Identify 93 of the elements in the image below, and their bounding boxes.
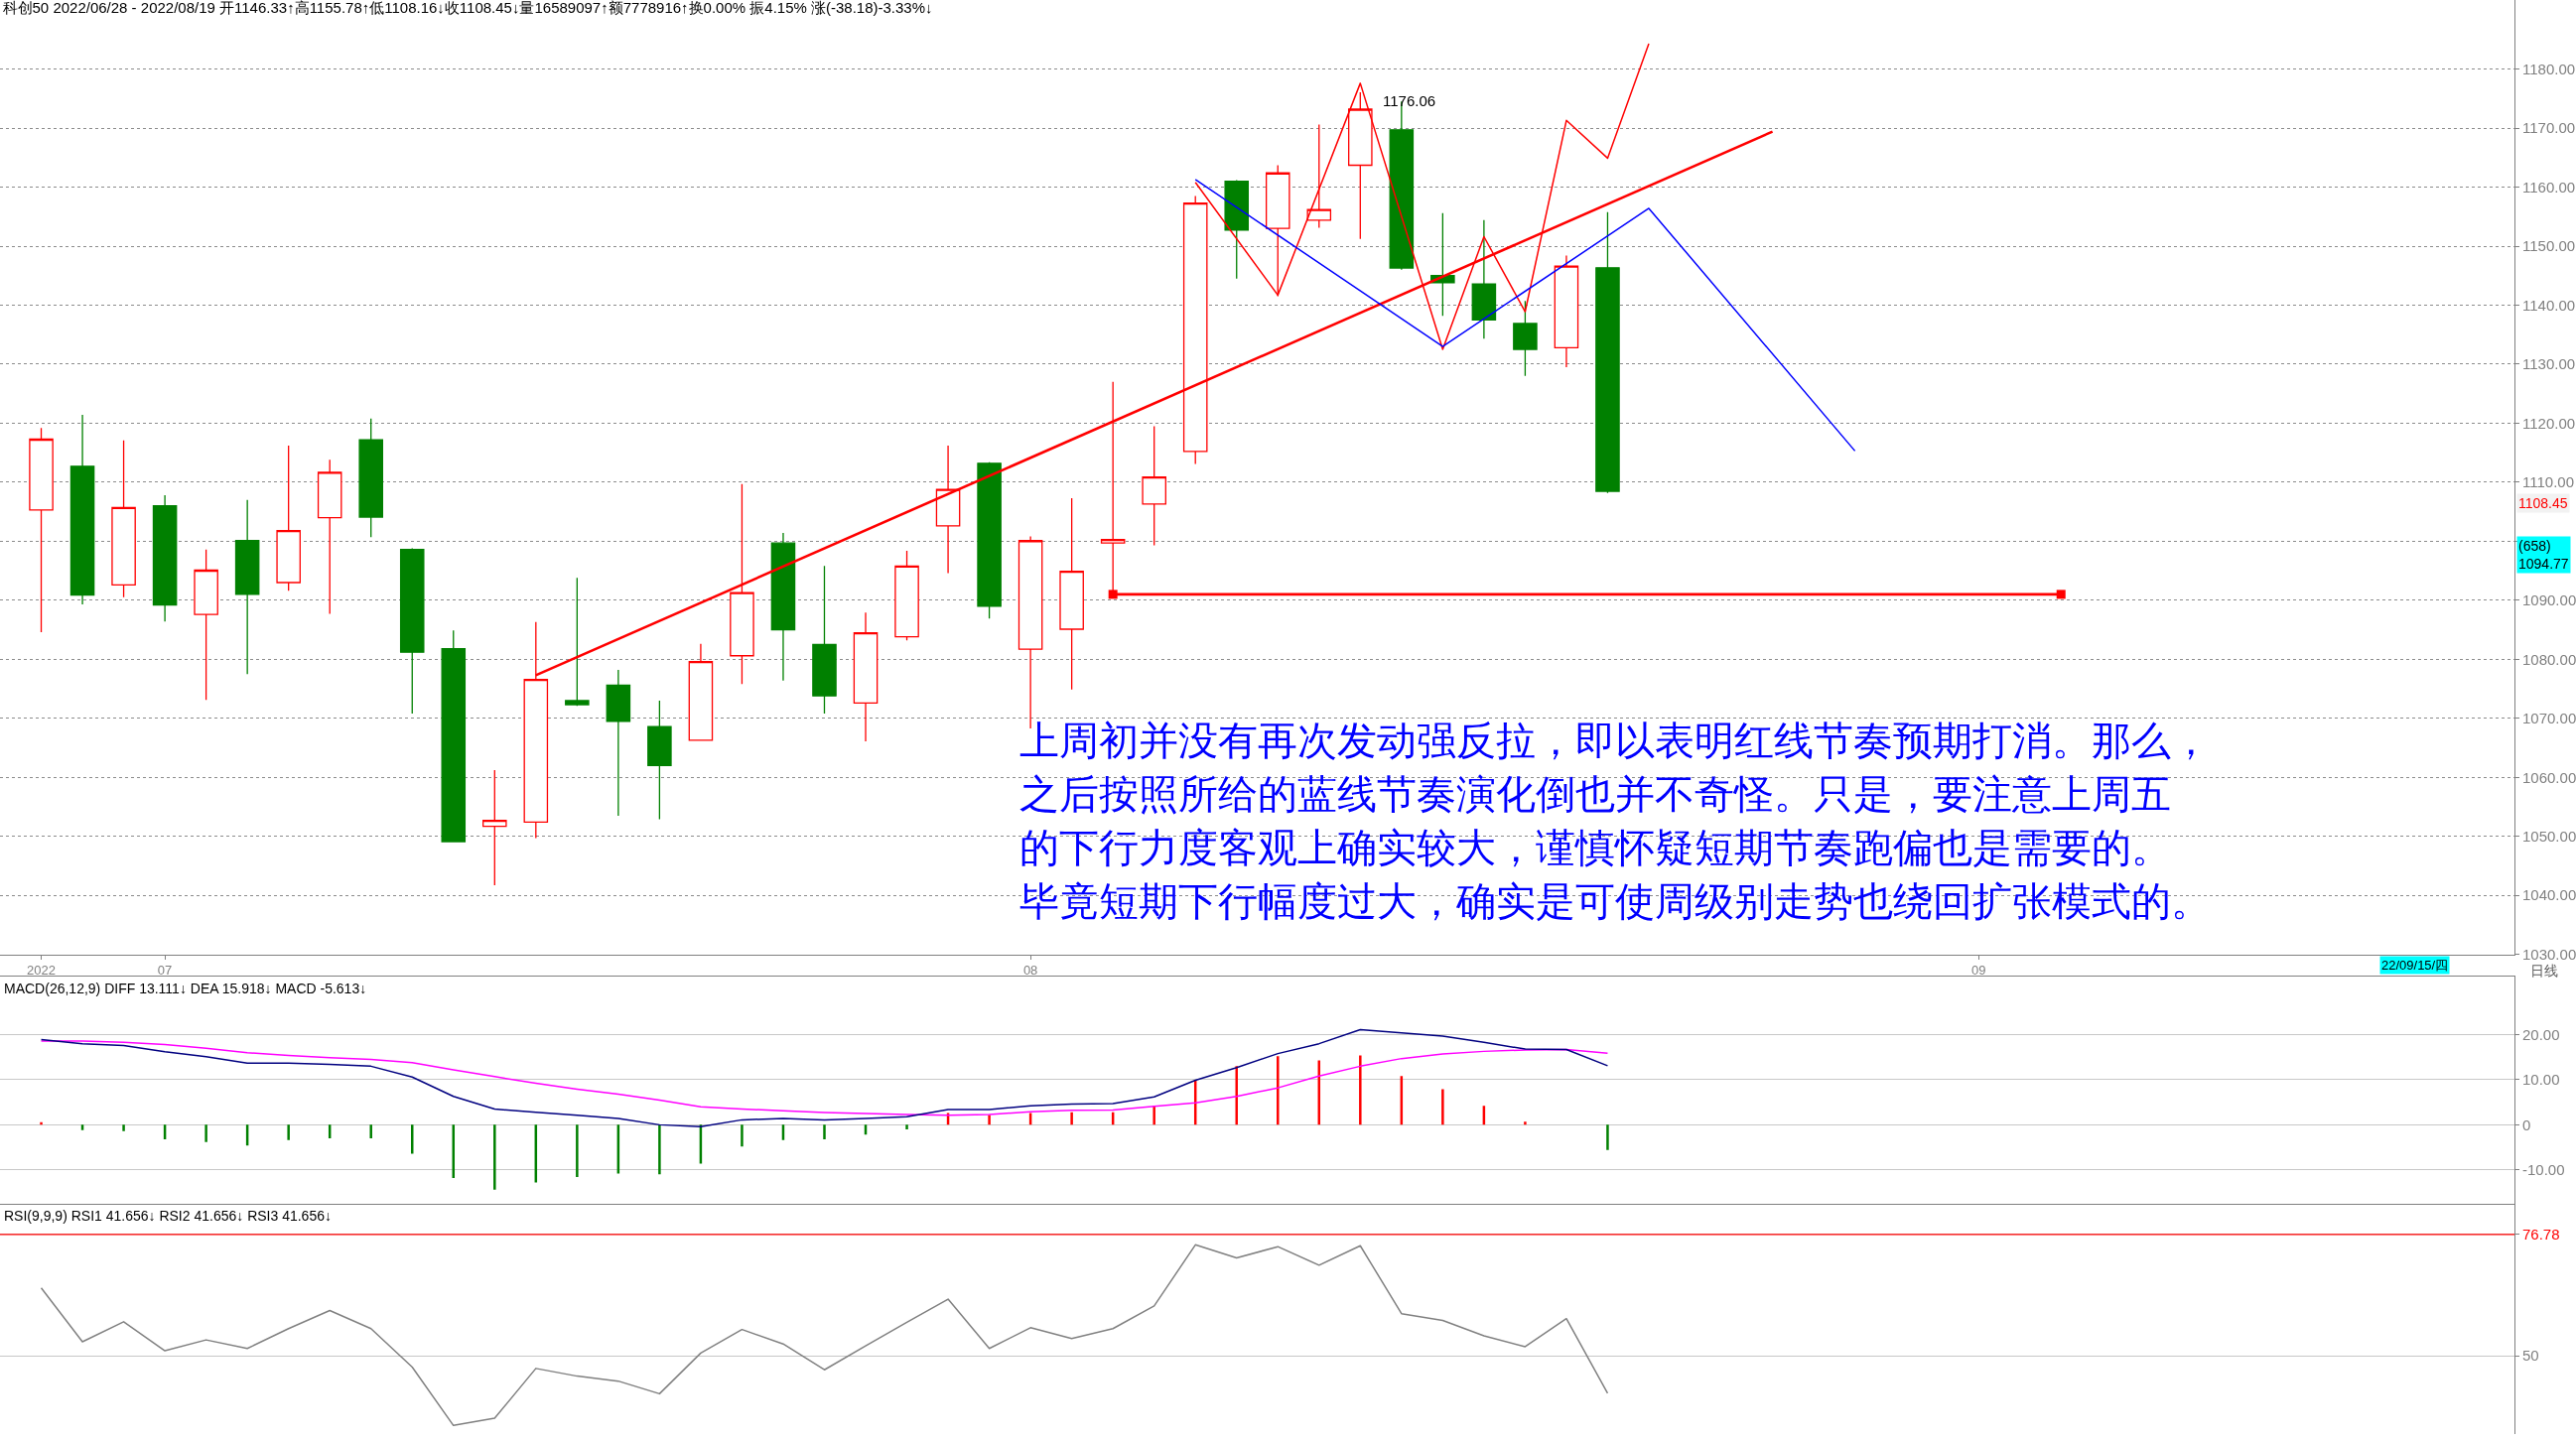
y-tick-label: 1080.00 (2522, 650, 2576, 668)
candlestick (1182, 195, 1208, 465)
candlestick (276, 445, 301, 591)
y-tick-label: 1110.00 (2522, 473, 2574, 491)
candlestick (399, 547, 425, 715)
y-tick-label: 1060.00 (2522, 768, 2576, 786)
x-tick-label: 09 (1970, 963, 1986, 979)
candlestick (1059, 497, 1084, 691)
y-tick-label: 1140.00 (2522, 296, 2576, 314)
y-tick-label: 0 (2522, 1115, 2531, 1133)
y-tick-label: 1160.00 (2522, 178, 2576, 196)
candlestick (234, 499, 260, 675)
candlestick (29, 427, 54, 633)
candlestick (1265, 164, 1290, 298)
bar (741, 1124, 744, 1147)
bar (1524, 1121, 1527, 1125)
text: 日线 (2530, 963, 2558, 979)
candlestick (894, 550, 919, 641)
candlestick (1471, 219, 1497, 340)
annotation: 的下行力度客观上确实较大，谨慎怀疑短期节奏跑偏也是需要的。 (1019, 825, 2171, 870)
candlestick (812, 565, 837, 715)
chart-title: RSI(9,9,9) RSI1 41.656↓ RSI2 41.656↓ RSI3 41.656↓ (4, 1208, 332, 1224)
annotation: 毕竟短期下行幅度过大，确实是可使周级别走势也绕回扩张模式的。 (1019, 878, 2211, 924)
candlestick (1348, 91, 1373, 240)
bar (369, 1124, 372, 1138)
candlestick (1595, 210, 1620, 494)
y-tick-label: 1130.00 (2522, 355, 2576, 373)
y-tick-label: 20.00 (2522, 1025, 2560, 1043)
y-tick-label: 50 (2522, 1347, 2539, 1365)
text: (658) 1094.77 (2518, 538, 2569, 573)
candlestick (194, 549, 218, 701)
x-tick-label: 08 (1022, 963, 1038, 979)
candlestick (770, 532, 796, 682)
candlestick (688, 643, 714, 742)
candlestick (482, 769, 507, 886)
candlestick (1224, 179, 1250, 280)
candlestick (647, 700, 672, 821)
candlestick (441, 629, 467, 844)
candlestick (111, 440, 136, 598)
candlestick (935, 445, 961, 575)
candlestick (317, 459, 342, 615)
y-tick-label: 1090.00 (2522, 591, 2576, 609)
chart-title: 科创50 2022/06/28 - 2022/08/19 开1146.33↑高1155.78↑低1108.16↓收1108.45↓量16589097↑额7778916↑换0.00% 振4.15% 涨(-38.18)-3.33%↓ (2, 0, 933, 16)
bar (1277, 1056, 1280, 1125)
annotation: 之后按照所给的蓝线节奏演化倒也并不奇怪。只是，要注意上周五 (1019, 771, 2171, 817)
y-tick-label: 1050.00 (2522, 827, 2576, 845)
line-series (40, 1244, 1609, 1427)
candlestick (1142, 425, 1166, 547)
line-series (40, 1040, 1609, 1116)
candlestick (853, 611, 879, 742)
x-tick-label: 2022 (27, 963, 56, 979)
y-tick-label: 1180.00 (2522, 60, 2576, 77)
bar (122, 1124, 125, 1131)
line-series (1194, 179, 1856, 453)
candlestick (1513, 300, 1538, 377)
bar (576, 1124, 579, 1178)
y-tick-label: 1030.00 (2522, 945, 2576, 963)
candlestick (565, 577, 590, 707)
bar (287, 1124, 290, 1140)
candlestick (1306, 123, 1332, 229)
candlestick (152, 494, 178, 622)
y-tick-label: 10.00 (2522, 1071, 2560, 1089)
y-tick-label: 1120.00 (2522, 414, 2576, 432)
annotation: 1176.06 (1383, 92, 1436, 109)
text: 1108.45 (2518, 495, 2568, 511)
line-series (40, 1028, 1609, 1127)
bar (1606, 1124, 1609, 1150)
y-tick-label: 1170.00 (2522, 119, 2576, 137)
candlestick (358, 418, 383, 538)
y-tick-label: 1150.00 (2522, 237, 2576, 255)
annotation: 上周初并没有再次发动强反拉，即以表明红线节奏预期打消。那么， (1019, 718, 2211, 763)
bar (1152, 1106, 1155, 1125)
candlestick (69, 414, 95, 605)
y-tick-label: 76.78 (2522, 1226, 2560, 1244)
bar (204, 1124, 207, 1142)
y-tick-label: 1070.00 (2522, 710, 2576, 727)
bar (988, 1114, 991, 1125)
y-tick-label: 1040.00 (2522, 886, 2576, 904)
candlestick (1554, 254, 1579, 368)
bar (1235, 1066, 1238, 1125)
bar (658, 1124, 661, 1175)
candlestick (977, 461, 1002, 619)
bar (1070, 1112, 1073, 1125)
x-tick-label: 07 (157, 963, 173, 979)
chart-title: MACD(26,12,9) DIFF 13.111↓ DEA 15.918↓ MACD -5.613↓ (4, 981, 367, 996)
y-tick-label: -10.00 (2522, 1161, 2565, 1179)
text: 22/09/15/四 (2381, 958, 2449, 973)
bar (1441, 1089, 1444, 1125)
candlestick (606, 669, 631, 817)
bar (905, 1124, 908, 1129)
bar (823, 1124, 826, 1139)
bar (1359, 1055, 1362, 1125)
bar (493, 1124, 496, 1190)
